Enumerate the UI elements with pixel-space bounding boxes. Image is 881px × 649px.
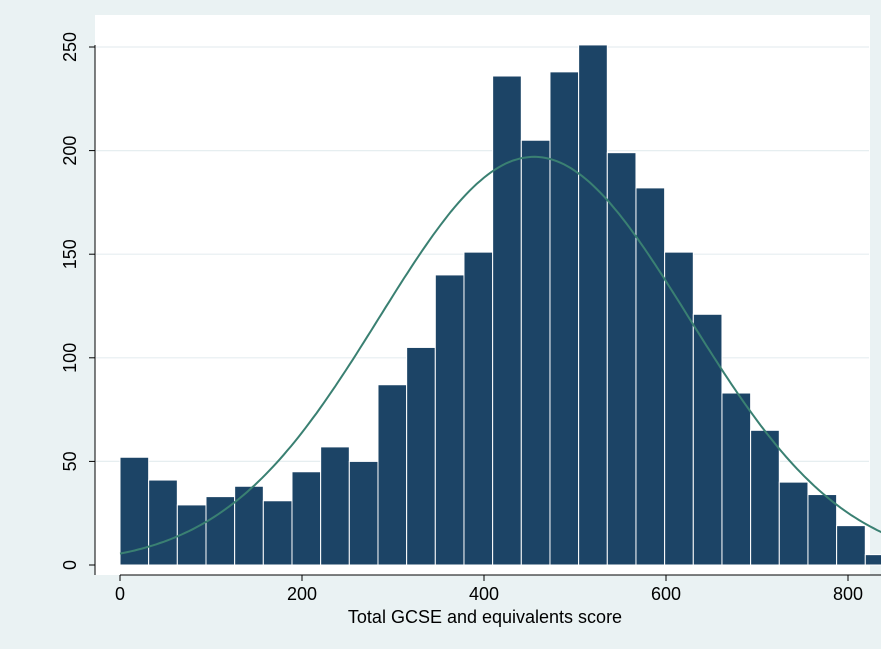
histogram-bar xyxy=(807,494,838,566)
histogram-bar xyxy=(348,460,379,566)
histogram-bar xyxy=(692,313,723,566)
histogram-bar xyxy=(492,75,522,566)
histogram-bar xyxy=(721,392,752,566)
y-tick-label: 200 xyxy=(60,136,80,166)
histogram-bar xyxy=(635,187,666,566)
histogram-bar xyxy=(291,471,322,566)
histogram-bar xyxy=(434,274,465,566)
x-axis-title: Total GCSE and equivalents score xyxy=(348,607,622,627)
x-tick-label: 0 xyxy=(115,584,125,604)
y-tick-label: 50 xyxy=(60,451,80,471)
histogram-bar xyxy=(778,481,809,566)
histogram-bar xyxy=(864,554,881,566)
histogram-bar xyxy=(606,152,637,566)
y-tick-label: 100 xyxy=(60,343,80,373)
normal-curve xyxy=(119,155,881,555)
histogram-bar xyxy=(520,139,551,566)
histogram-bar xyxy=(406,346,436,566)
histogram-bar xyxy=(320,446,350,566)
histogram-bars xyxy=(119,44,881,566)
histogram-bar xyxy=(262,500,293,566)
normal-curve-layer xyxy=(119,155,881,555)
histogram-bar xyxy=(463,251,494,566)
y-tick-label: 250 xyxy=(60,32,80,62)
x-tick-label: 600 xyxy=(651,584,681,604)
histogram-bar xyxy=(549,71,580,566)
x-tick-label: 400 xyxy=(469,584,499,604)
histogram-bar xyxy=(205,496,236,566)
axes xyxy=(89,45,881,581)
histogram-bar xyxy=(148,479,178,566)
histogram-bar xyxy=(377,384,408,566)
y-tick-label: 150 xyxy=(60,239,80,269)
y-tick-label: 0 xyxy=(60,560,80,570)
x-tick-label: 200 xyxy=(287,584,317,604)
y-tick-labels: 0 50 100 150 200 250 xyxy=(60,32,80,570)
x-tick-labels: 02004006008001000 xyxy=(115,584,863,604)
x-tick-label: 800 xyxy=(833,584,863,604)
histogram-bar xyxy=(664,251,694,566)
histogram-bar xyxy=(750,429,780,566)
histogram-bar xyxy=(836,525,866,566)
histogram-bar xyxy=(578,44,608,566)
